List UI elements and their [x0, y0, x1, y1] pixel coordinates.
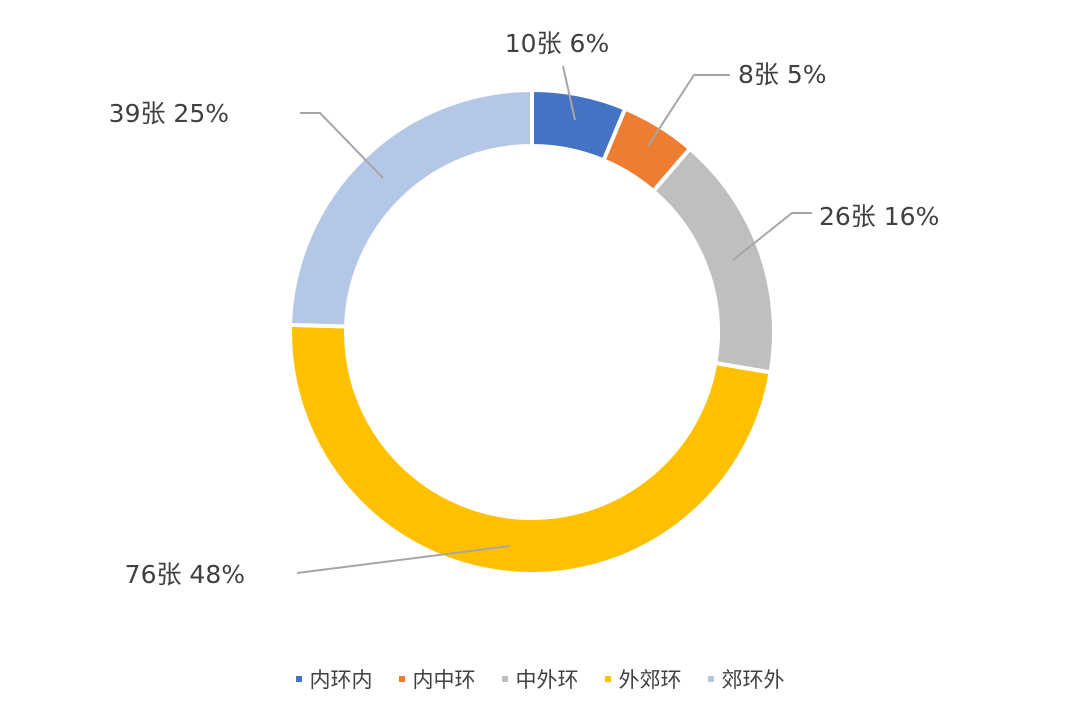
legend-item-2: 内中环: [398, 664, 476, 694]
legend-swatch-icon: [501, 676, 508, 682]
leader-line-4: [296, 545, 511, 574]
donut-slice-3: [650, 145, 776, 375]
legend-item-5: 郊环外: [707, 664, 785, 694]
legend-label: 内环内: [309, 668, 373, 692]
legend-swatch-icon: [295, 676, 302, 682]
leader-line-group: [296, 65, 812, 574]
legend-label: 外郊环: [618, 668, 682, 692]
leader-line-1: [562, 65, 576, 121]
legend-swatch-icon: [398, 676, 405, 682]
leader-line-2: [647, 74, 730, 147]
data-label-2: 8张 5%: [738, 60, 827, 89]
legend-item-4: 外郊环: [604, 664, 682, 694]
data-label-group: 10张 6% 8张 5% 26张 16% 76张 48% 39张 25%: [109, 29, 940, 589]
leader-line-5: [300, 112, 384, 179]
data-label-4: 76张 48%: [125, 560, 245, 589]
data-label-5: 39张 25%: [109, 99, 229, 128]
leader-line-3: [732, 212, 812, 261]
data-label-3: 26张 16%: [819, 202, 939, 231]
legend-item-3: 中外环: [501, 664, 579, 694]
legend-swatch-icon: [707, 676, 714, 682]
legend-label: 内中环: [412, 668, 476, 692]
donut-slice-4: [288, 322, 773, 576]
donut-slice-5: [288, 87, 534, 329]
slice-group: [288, 87, 776, 576]
legend-swatch-icon: [604, 676, 611, 682]
legend-label: 中外环: [515, 668, 579, 692]
legend-label: 郊环外: [721, 668, 785, 692]
legend-item-1: 内环内: [295, 664, 373, 694]
data-label-1: 10张 6%: [505, 29, 609, 58]
legend: 内环内 内中环 中外环 外郊环 郊环外: [0, 662, 1080, 696]
